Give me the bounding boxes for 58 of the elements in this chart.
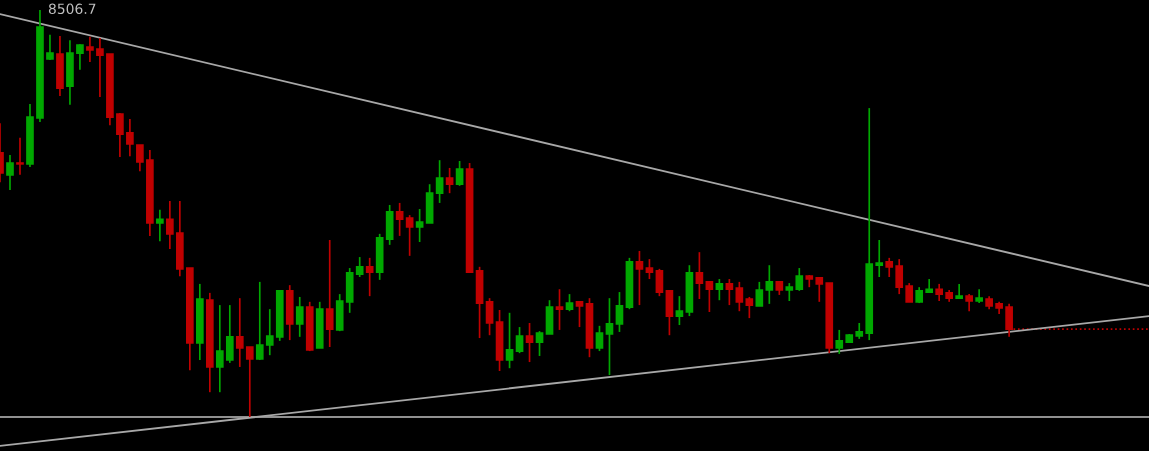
- candlestick: [705, 281, 714, 313]
- candlestick: [615, 291, 624, 333]
- candlestick: [295, 296, 304, 338]
- candlestick: [96, 37, 104, 98]
- candlestick: [455, 160, 464, 187]
- candlestick: [515, 326, 524, 354]
- candlestick: [245, 346, 254, 418]
- candlestick: [735, 281, 744, 313]
- candlestick: [46, 34, 54, 61]
- candlestick: [405, 214, 414, 257]
- candlestick: [215, 304, 224, 394]
- candlestick: [725, 278, 734, 306]
- candlestick: [255, 281, 264, 361]
- annotation: 8506.7: [48, 3, 96, 15]
- candlestick: [325, 239, 334, 348]
- candlestick: [875, 239, 884, 278]
- candlestick: [16, 136, 24, 176]
- candlestick: [835, 329, 844, 355]
- candlestick: [555, 288, 564, 331]
- candlestick: [235, 297, 244, 368]
- candlestick: [525, 322, 534, 363]
- candlestick: [445, 167, 454, 194]
- candlestick: [365, 257, 374, 297]
- candlestick: [645, 258, 654, 280]
- candlestick: [355, 256, 364, 278]
- candlestick: [6, 154, 14, 191]
- candlestick: [815, 276, 824, 303]
- candlestick: [76, 43, 84, 71]
- candlestick: [765, 264, 774, 305]
- candlestick: [156, 209, 164, 243]
- candlestick: [655, 268, 664, 297]
- candlestick: [395, 202, 404, 237]
- candlestick: [136, 144, 144, 173]
- candlestick: [675, 295, 684, 326]
- candlestick: [755, 281, 764, 307]
- candlestick: [535, 330, 544, 357]
- candlestick: [905, 282, 914, 303]
- candlestick: [895, 258, 904, 295]
- candlestick: [885, 257, 894, 278]
- candlestick: [415, 208, 424, 243]
- candlestick: [505, 311, 514, 370]
- candlestick: [745, 296, 754, 319]
- candlestick: [126, 118, 134, 157]
- candlestick: [435, 159, 444, 204]
- candlestick: [955, 283, 963, 300]
- candlestick: [225, 304, 234, 364]
- candlestick: [595, 325, 604, 352]
- candlestick: [715, 278, 724, 302]
- candlestick: [635, 250, 644, 306]
- candlestick: [695, 251, 704, 300]
- candlestick: [86, 36, 94, 63]
- candlestick: [575, 300, 584, 328]
- candlestick: [605, 297, 614, 376]
- candlestick: [166, 200, 174, 250]
- candlestick: [485, 297, 494, 337]
- candlestick: [116, 112, 124, 158]
- candlestick: [795, 267, 804, 292]
- candlestick: [265, 308, 274, 356]
